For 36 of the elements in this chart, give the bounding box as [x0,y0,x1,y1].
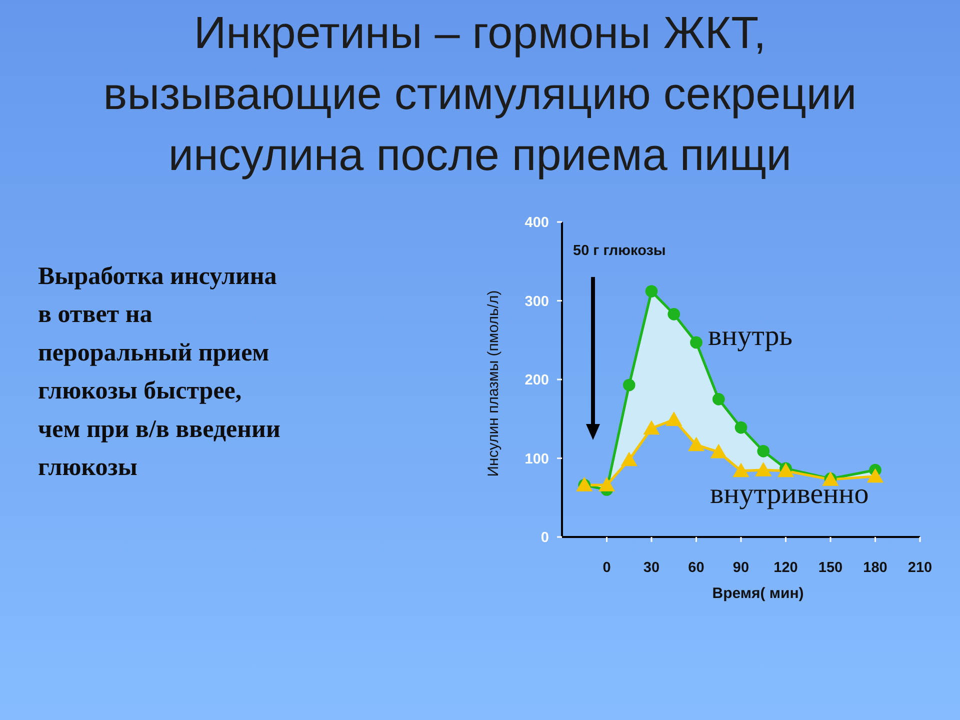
y-tick-label: 100 [524,451,549,468]
point [757,444,770,458]
y-tick-label: 200 [524,372,549,389]
point [620,452,638,466]
point [690,336,702,349]
point [712,393,725,406]
point [666,412,682,426]
y-tick-label: 0 [540,530,549,546]
chart-title: Инкретины – гормоны ЖКТ, вызывающие стимуляцию секреции инсулина после приема пищи [103,7,857,180]
x-axis-title: Время( мин) [712,585,804,602]
point [643,420,660,435]
x-tick-label: 60 [688,560,704,576]
x-tick-label: 30 [643,560,660,576]
point [598,476,616,492]
text: Выработка инсулина в ответ на пероральный прием глюкозы быстрее, чем при в/в введении глюкозы [38,263,280,481]
series-label: внутрь [708,320,792,352]
x-tick-label: 180 [863,560,888,576]
x-tick-label: 150 [818,560,843,576]
y-axis-title: Инсулин плазмы (пмоль/л) [485,290,502,477]
x-tick-label: 0 [602,560,611,576]
y-tick-label: 300 [524,294,549,310]
point [622,378,636,392]
point [732,462,750,478]
point [866,468,884,483]
point [645,285,658,298]
point [668,308,680,320]
x-tick-label: 120 [774,560,798,576]
point [755,462,772,476]
x-tick-label: 90 [732,560,750,576]
y-tick-label: 400 [524,215,549,232]
x-tick-label: 210 [908,560,932,576]
series-label: внутривенно [710,478,869,510]
point [688,436,705,452]
point [734,421,748,434]
annotation: 50 г глюкозы [573,243,666,259]
point [710,444,727,458]
